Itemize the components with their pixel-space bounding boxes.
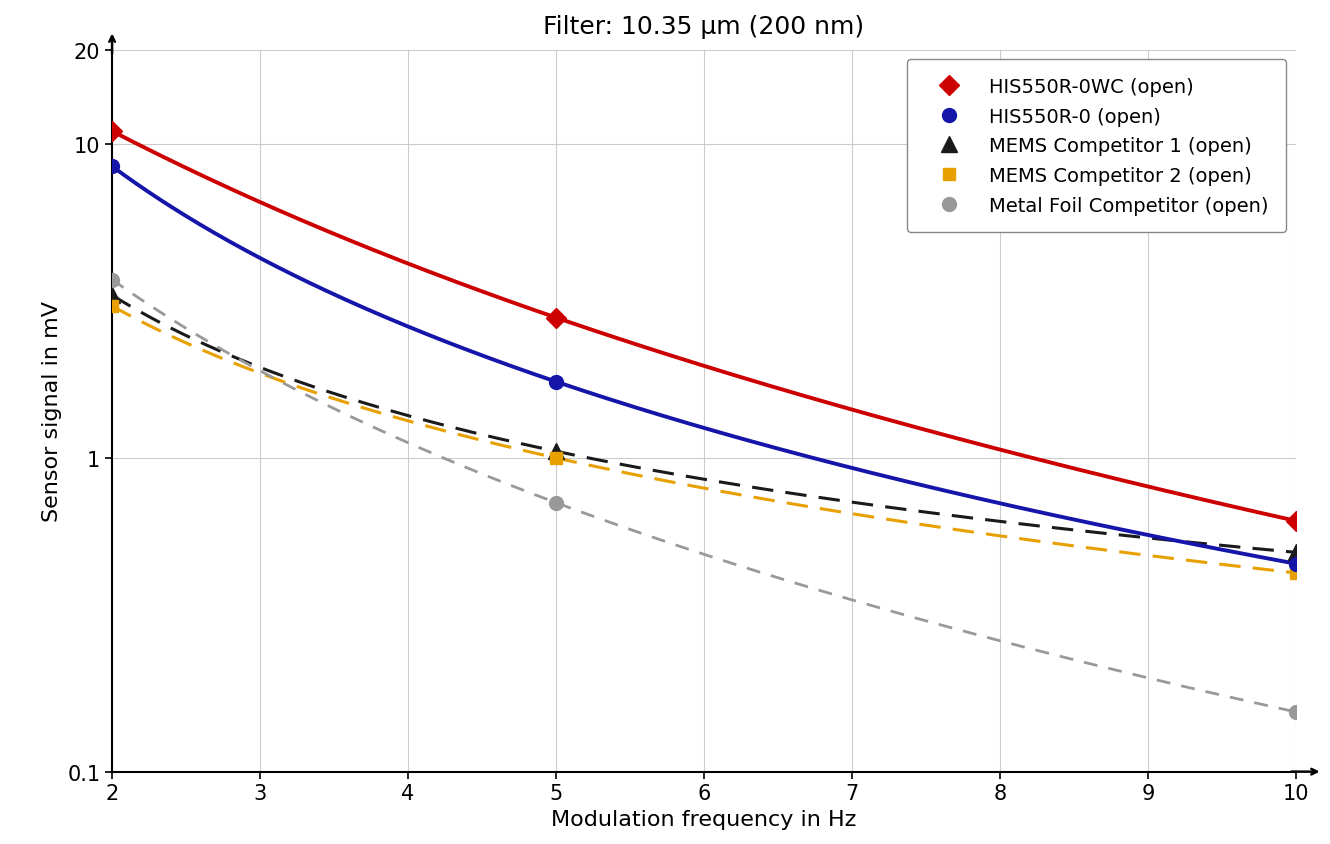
HIS550R-0WC (open) <box>104 127 120 137</box>
Metal Foil Competitor (open) <box>548 498 564 508</box>
HIS550R-0 (open) <box>104 162 120 172</box>
Line: Metal Foil Competitor (open): Metal Foil Competitor (open) <box>105 273 1303 719</box>
Line: HIS550R-0WC (open): HIS550R-0WC (open) <box>105 125 1303 528</box>
HIS550R-0WC (open) <box>1287 517 1303 527</box>
Legend: HIS550R-0WC (open), HIS550R-0 (open), MEMS Competitor 1 (open), MEMS Competitor : HIS550R-0WC (open), HIS550R-0 (open), ME… <box>907 60 1286 233</box>
MEMS Competitor 1 (open) <box>1287 548 1303 558</box>
Y-axis label: Sensor signal in mV: Sensor signal in mV <box>41 300 61 522</box>
Line: MEMS Competitor 1 (open): MEMS Competitor 1 (open) <box>104 288 1305 561</box>
HIS550R-0WC (open) <box>548 313 564 323</box>
Metal Foil Competitor (open) <box>104 275 120 285</box>
HIS550R-0 (open) <box>1287 559 1303 569</box>
Line: HIS550R-0 (open): HIS550R-0 (open) <box>105 160 1303 571</box>
HIS550R-0 (open) <box>548 377 564 387</box>
MEMS Competitor 1 (open) <box>104 291 120 301</box>
Line: MEMS Competitor 2 (open): MEMS Competitor 2 (open) <box>106 300 1302 580</box>
MEMS Competitor 2 (open) <box>104 301 120 311</box>
Metal Foil Competitor (open) <box>1287 707 1303 717</box>
MEMS Competitor 2 (open) <box>1287 568 1303 578</box>
X-axis label: Modulation frequency in Hz: Modulation frequency in Hz <box>551 809 857 829</box>
MEMS Competitor 2 (open) <box>548 453 564 463</box>
Title: Filter: 10.35 μm (200 nm): Filter: 10.35 μm (200 nm) <box>544 15 864 39</box>
MEMS Competitor 1 (open) <box>548 446 564 457</box>
